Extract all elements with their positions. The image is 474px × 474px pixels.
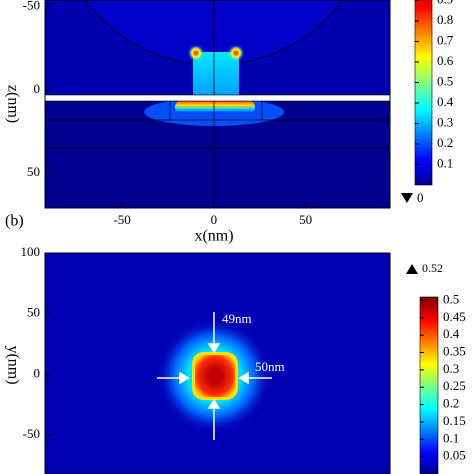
y-axis-label: y(nm) [4, 345, 21, 384]
over-marker [406, 264, 418, 274]
colorbar [414, 0, 433, 186]
under-marker [401, 193, 413, 203]
annotation: 49nm [222, 311, 252, 326]
colorbar-tick-label: 0.35 [443, 344, 466, 359]
y-tick-label: 0 [34, 81, 41, 96]
over-label: 0.52 [422, 261, 443, 275]
field-map-b [45, 253, 390, 474]
colorbar-tick-label: 0.25 [443, 378, 466, 393]
colorbar-tick-label: 0.3 [437, 114, 453, 129]
y-tick-label: 0 [34, 365, 41, 380]
colorbar-tick-label: 0.4 [437, 94, 454, 109]
field-map-a [45, 0, 390, 208]
y-tick-label: 50 [27, 305, 40, 320]
colorbar-tick-label: 0.45 [443, 309, 466, 324]
colorbar-tick-label: 0.6 [437, 53, 454, 68]
x-tick-label: 0 [211, 212, 218, 227]
colorbar-tick-label: 0.9 [437, 0, 453, 6]
axes-frame [44, 0, 391, 209]
colorbar [419, 296, 439, 474]
x-tick-label: -50 [113, 212, 130, 227]
colorbar-tick-label: 0.8 [437, 12, 453, 27]
y-tick-label: 100 [21, 244, 41, 259]
x-tick-label: 50 [299, 212, 312, 227]
colorbar-tick-label: 0.05 [443, 448, 466, 463]
colorbar-tick-label: 0.1 [437, 155, 453, 170]
y-tick-label: -50 [23, 426, 40, 441]
annotation: 50nm [255, 359, 285, 374]
colorbar-tick-label: 0.15 [443, 413, 466, 428]
colorbar-tick-label: 0.1 [443, 430, 459, 445]
colorbar-tick-label: 0.5 [437, 73, 453, 88]
y-axis-label: z(nm) [4, 85, 21, 123]
colorbar-tick-label: 0.7 [437, 32, 454, 47]
colorbar-tick-label: 0.3 [443, 361, 459, 376]
colorbar-tick-label: 0.2 [443, 396, 459, 411]
y-tick-label: 50 [27, 164, 40, 179]
y-tick-label: -50 [23, 0, 40, 13]
colorbar-tick-label: 0.2 [437, 135, 453, 150]
x-axis-label: x(nm) [194, 228, 233, 245]
under-label: 0 [417, 190, 424, 205]
panel-label: (b) [5, 213, 24, 230]
colorbar-tick-label: 0.4 [443, 326, 460, 341]
colorbar-tick-label: 0.5 [443, 291, 459, 306]
axes-frame [44, 252, 391, 474]
